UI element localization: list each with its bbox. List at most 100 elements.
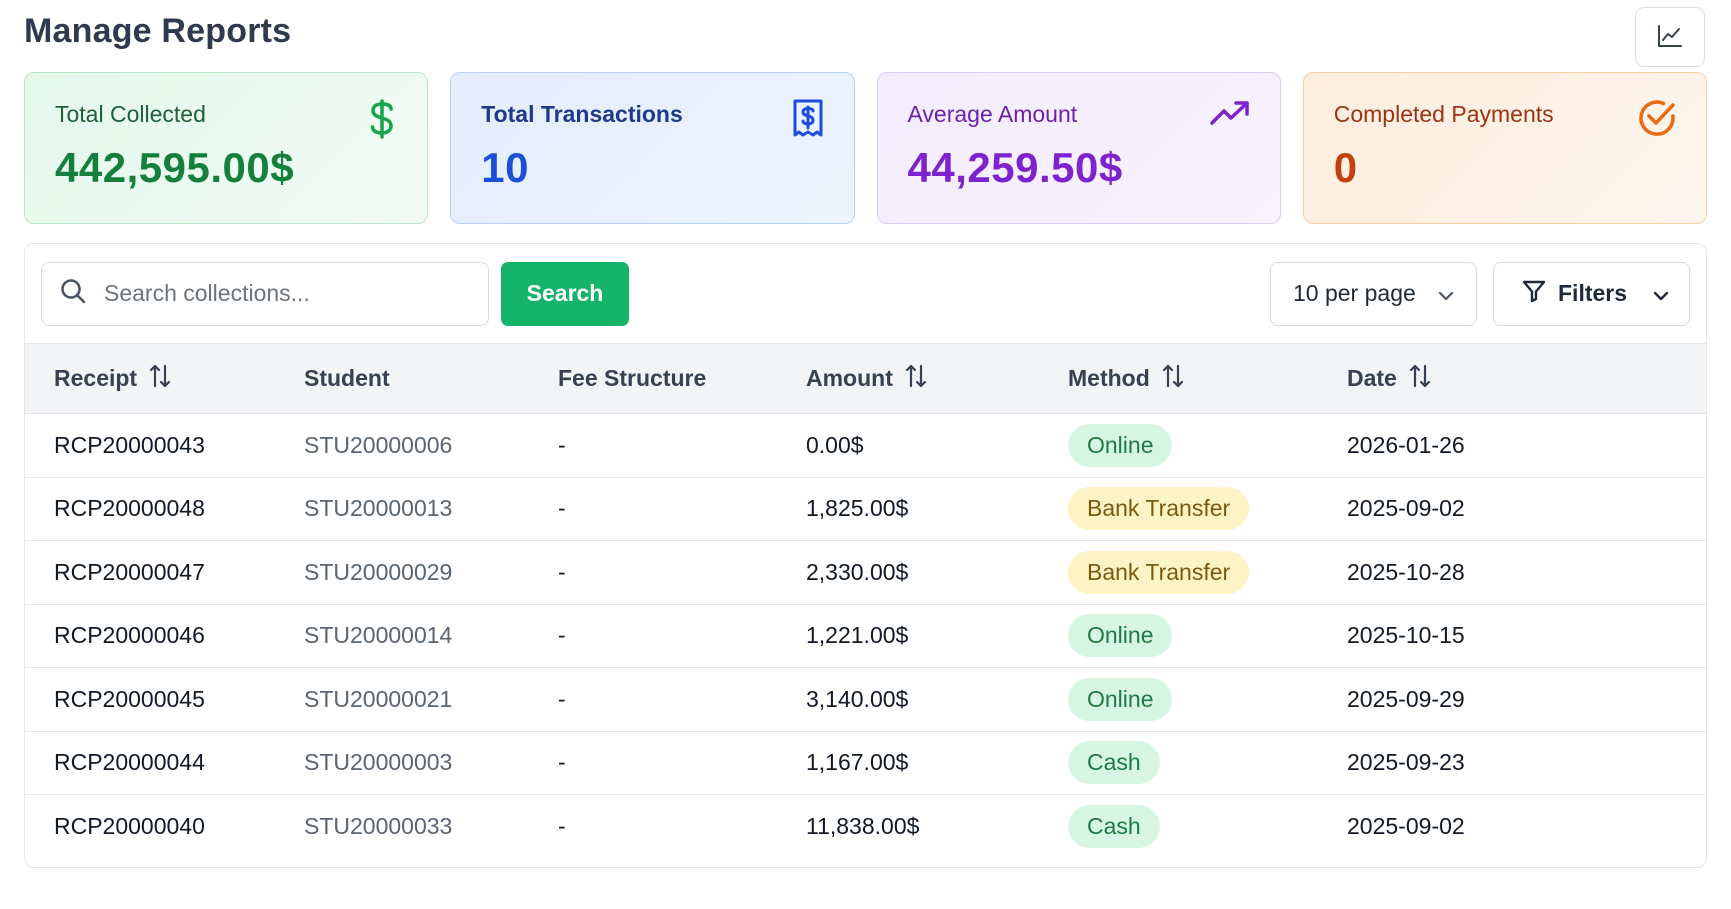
cell-receipt: RCP20000047 [54,558,205,585]
cell-receipt: RCP20000044 [54,749,205,776]
filters-label: Filters [1558,280,1628,306]
cell-fee-structure: - [558,431,566,458]
stats-row: Total Collected 442,595.00$ Total Transa… [24,72,1707,224]
chart-view-button[interactable] [1635,7,1705,67]
filter-icon [1522,279,1546,309]
stat-label: Average Amount [907,101,1078,127]
table-row[interactable]: RCP20000047 STU20000029 - 2,330.00$ Bank… [25,541,1706,605]
table-row[interactable]: RCP20000045 STU20000021 - 3,140.00$ Onli… [25,668,1706,731]
chevron-down-icon [1438,280,1454,307]
search-icon [60,278,86,309]
check-circle-icon [1638,99,1676,142]
cell-receipt: RCP20000046 [54,622,205,649]
cell-date: 2025-09-02 [1347,495,1465,522]
cell-method: Online [1039,604,1318,668]
cell-receipt: RCP20000040 [54,813,205,839]
cell-student: STU20000013 [304,495,453,522]
stat-label: Total Collected [55,101,206,127]
column-header-fee-structure: Fee Structure [558,365,707,391]
cell-date: 2026-01-26 [1347,431,1465,458]
cell-date: 2025-09-29 [1347,685,1465,712]
cell-method: Cash [1039,795,1318,859]
cell-amount: 2,330.00$ [806,558,909,585]
column-header-amount[interactable]: Amount [777,344,1039,414]
receipt-icon [792,99,824,142]
stat-card-completed-payments: Completed Payments 0 [1302,72,1707,224]
cell-method: Bank Transfer [1039,541,1318,605]
cell-student: STU20000014 [304,622,453,649]
cell-fee-structure: - [558,558,566,585]
stat-label: Total Transactions [481,101,683,127]
cell-date: 2025-09-02 [1347,813,1465,839]
stat-value: 10 [481,144,529,191]
cell-method: Cash [1039,731,1318,795]
stat-label: Completed Payments [1333,101,1554,127]
cell-amount: 1,221.00$ [806,622,909,649]
sort-icon [149,364,171,394]
column-header-receipt[interactable]: Receipt [25,344,275,414]
sort-icon [905,364,927,394]
column-header-student: Student [304,365,390,391]
toolbar: Search 10 per page Filters [25,244,1706,343]
cell-date: 2025-09-23 [1347,749,1465,776]
table-row[interactable]: RCP20000046 STU20000014 - 1,221.00$ Onli… [25,604,1706,668]
trending-up-icon [1210,99,1250,132]
method-badge: Online [1068,614,1173,658]
column-header-date[interactable]: Date [1318,344,1706,414]
table-row[interactable]: RCP20000048 STU20000013 - 1,825.00$ Bank… [25,477,1706,541]
stat-card-average-amount: Average Amount 44,259.50$ [876,72,1281,224]
sort-icon [1162,364,1184,394]
cell-student: STU20000029 [304,558,453,585]
cell-receipt: RCP20000043 [54,431,205,458]
cell-date: 2025-10-28 [1347,558,1465,585]
cell-amount: 11,838.00$ [806,813,920,839]
method-badge: Bank Transfer [1068,487,1250,531]
cell-method: Bank Transfer [1039,477,1318,541]
search-button[interactable]: Search [501,261,629,326]
page-header: Manage Reports [24,0,1707,72]
method-badge: Bank Transfer [1068,550,1250,594]
page-title: Manage Reports [24,11,292,50]
cell-amount: 1,825.00$ [806,495,909,522]
stat-value: 0 [1333,144,1358,191]
stat-value: 442,595.00$ [55,144,295,191]
collections-panel: Search 10 per page Filters [24,243,1707,868]
dollar-icon [367,99,397,144]
cell-fee-structure: - [558,685,566,712]
cell-student: STU20000033 [304,813,453,839]
method-badge: Cash [1068,741,1160,785]
chevron-down-icon [1653,280,1669,307]
table-row[interactable]: RCP20000044 STU20000003 - 1,167.00$ Cash… [25,731,1706,795]
cell-receipt: RCP20000045 [54,685,205,712]
method-badge: Online [1068,423,1173,467]
cell-fee-structure: - [558,813,566,839]
cell-date: 2025-10-15 [1347,622,1465,649]
cell-fee-structure: - [558,622,566,649]
table-row[interactable]: RCP20000043 STU20000006 - 0.00$ Online 2… [25,414,1706,478]
cell-student: STU20000021 [304,685,453,712]
stat-value: 44,259.50$ [907,144,1123,191]
table-header-row: Receipt Student Fee Structure Amount Met… [25,343,1706,414]
per-page-value: 10 per page [1293,280,1416,306]
cell-fee-structure: - [558,749,566,776]
per-page-select[interactable]: 10 per page [1270,261,1477,326]
column-header-method[interactable]: Method [1039,344,1318,414]
cell-amount: 0.00$ [806,431,864,458]
method-badge: Cash [1068,805,1160,848]
sort-icon [1409,364,1431,394]
stat-card-total-transactions: Total Transactions 10 [450,72,855,224]
line-chart-icon [1657,24,1683,51]
cell-amount: 3,140.00$ [806,685,909,712]
cell-amount: 1,167.00$ [806,749,909,776]
cell-fee-structure: - [558,495,566,522]
search-box[interactable] [41,261,489,326]
method-badge: Online [1068,677,1173,721]
search-input[interactable] [104,280,470,307]
stat-card-total-collected: Total Collected 442,595.00$ [24,72,429,224]
table-row[interactable]: RCP20000040 STU20000033 - 11,838.00$ Cas… [25,795,1706,859]
table-body: RCP20000043 STU20000006 - 0.00$ Online 2… [25,414,1706,859]
cell-method: Online [1039,414,1318,478]
cell-receipt: RCP20000048 [54,495,205,522]
filters-button[interactable]: Filters [1493,261,1690,326]
